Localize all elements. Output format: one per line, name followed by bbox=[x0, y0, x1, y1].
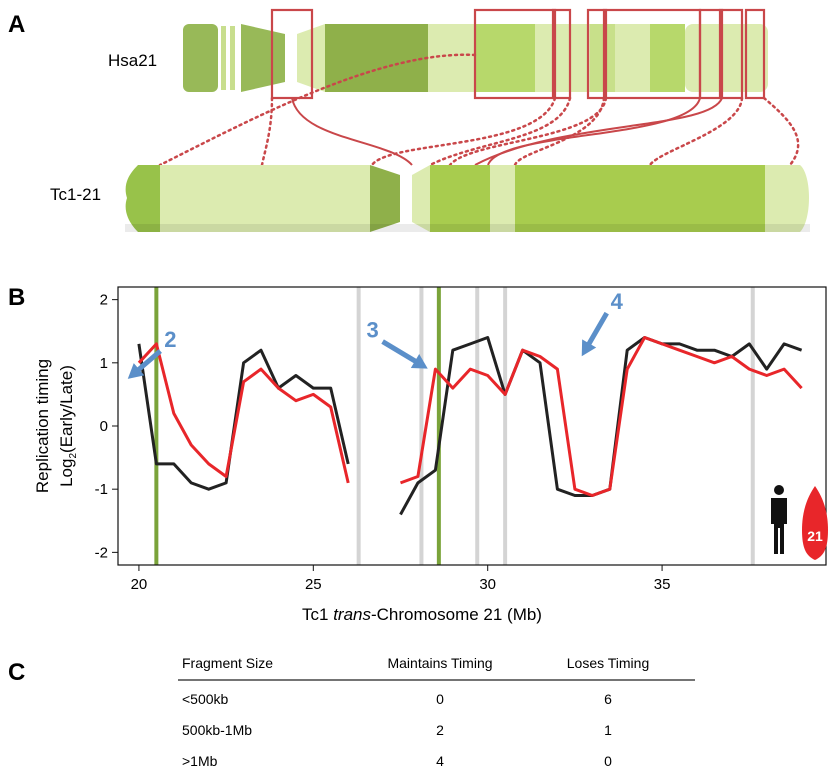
band bbox=[428, 24, 475, 92]
band bbox=[412, 165, 430, 232]
y-tick-label: 2 bbox=[100, 292, 108, 309]
band bbox=[535, 24, 590, 92]
table-cell: 4 bbox=[436, 753, 444, 769]
diagram: Hsa21 Tc1-21 bbox=[50, 10, 810, 232]
annotation: 2 bbox=[164, 327, 176, 352]
chromosome-label: Tc1-21 bbox=[50, 185, 101, 204]
table-cell: 0 bbox=[604, 753, 612, 769]
band bbox=[370, 165, 400, 232]
table-header: Maintains Timing bbox=[387, 655, 492, 671]
band bbox=[160, 165, 370, 232]
link bbox=[450, 98, 606, 165]
table-cell: 2 bbox=[436, 722, 444, 738]
label-part: (Early/Late) bbox=[57, 365, 76, 453]
y-tick-label: 1 bbox=[100, 355, 108, 372]
table-header: Loses Timing bbox=[567, 655, 649, 671]
band bbox=[615, 24, 650, 92]
band bbox=[430, 165, 490, 232]
icon-label: 21 bbox=[807, 528, 823, 544]
table-header: Fragment Size bbox=[182, 655, 273, 671]
x-tick-label: 30 bbox=[479, 576, 496, 593]
annotation: 3 bbox=[366, 318, 378, 343]
table-cell: >1Mb bbox=[182, 753, 218, 769]
band bbox=[183, 24, 218, 92]
x-axis-label: Tc1 trans-Chromosome 21 (Mb) bbox=[302, 605, 542, 624]
chromosome-label: Hsa21 bbox=[108, 51, 157, 70]
icon bbox=[802, 486, 828, 560]
y-tick-label: -1 bbox=[95, 481, 108, 498]
table: Fragment Size Maintains Timing Loses Tim… bbox=[178, 655, 695, 769]
band bbox=[515, 165, 765, 232]
label-part: Log bbox=[57, 459, 76, 487]
table-cell: 1 bbox=[604, 722, 612, 738]
annotation: 4 bbox=[611, 289, 624, 314]
icon bbox=[774, 485, 784, 495]
table-cell: <500kb bbox=[182, 691, 229, 707]
panel-label: B bbox=[8, 284, 25, 311]
band bbox=[241, 24, 285, 92]
series-line bbox=[139, 338, 802, 496]
label-part: Tc1 bbox=[302, 605, 333, 624]
band bbox=[765, 165, 809, 232]
table-body: <500kb 0 6 500kb-1Mb 2 1 >1Mb 4 0 bbox=[182, 691, 612, 769]
x-tick-label: 25 bbox=[305, 576, 322, 593]
x-tick-label: 35 bbox=[654, 576, 671, 593]
y-tick-label: 0 bbox=[100, 418, 108, 435]
link bbox=[764, 98, 798, 165]
series-line bbox=[139, 338, 802, 515]
figure: A B C Hsa21 Tc1-21 bbox=[0, 0, 839, 770]
label-part: -Chromosome 21 (Mb) bbox=[371, 605, 542, 624]
x-tick-label: 20 bbox=[131, 576, 148, 593]
panel-label: C bbox=[8, 659, 25, 686]
band bbox=[475, 24, 535, 92]
band bbox=[590, 24, 615, 92]
band bbox=[490, 165, 515, 232]
band bbox=[230, 26, 235, 90]
table-cell: 500kb-1Mb bbox=[182, 722, 252, 738]
y-axis-label: Replication timing bbox=[33, 359, 52, 493]
plot-frame bbox=[118, 287, 826, 565]
panel-label: A bbox=[8, 11, 25, 38]
band bbox=[221, 26, 226, 90]
band bbox=[126, 165, 160, 232]
band bbox=[650, 24, 685, 92]
shade bbox=[125, 224, 810, 232]
y-tick-label: -2 bbox=[95, 544, 108, 561]
label-part: trans bbox=[333, 605, 371, 624]
link bbox=[650, 98, 742, 165]
link bbox=[262, 98, 272, 165]
table-cell: 0 bbox=[436, 691, 444, 707]
table-cell: 6 bbox=[604, 691, 612, 707]
icon bbox=[771, 498, 787, 554]
band bbox=[685, 24, 768, 92]
legend-icons: 21 bbox=[771, 485, 828, 560]
y-axis-label: Log2(Early/Late) bbox=[57, 365, 79, 487]
